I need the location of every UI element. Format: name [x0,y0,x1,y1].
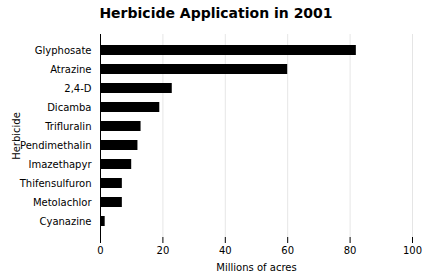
svg-text:Herbicide: Herbicide [11,112,22,160]
svg-text:Pendimethalin: Pendimethalin [20,140,91,151]
svg-text:Thifensulfuron: Thifensulfuron [19,178,92,189]
svg-text:Imazethapyr: Imazethapyr [29,159,93,170]
svg-text:60: 60 [281,245,294,256]
svg-text:20: 20 [157,245,170,256]
svg-text:Atrazine: Atrazine [50,64,91,75]
svg-text:Cyanazine: Cyanazine [39,216,91,227]
svg-text:0: 0 [97,245,103,256]
svg-text:2,4-D: 2,4-D [64,83,92,94]
svg-text:Dicamba: Dicamba [47,102,91,113]
svg-text:Trifluralin: Trifluralin [44,121,91,132]
svg-text:Millions of acres: Millions of acres [216,262,296,273]
html-text:Herbicide Application in 2001: Herbicide Application in 2001 [99,5,333,21]
svg-text:80: 80 [344,245,357,256]
svg-text:Metolachlor: Metolachlor [33,197,92,208]
svg-text:100: 100 [403,245,422,256]
svg-text:Glyphosate: Glyphosate [35,45,92,56]
svg-text:40: 40 [219,245,232,256]
